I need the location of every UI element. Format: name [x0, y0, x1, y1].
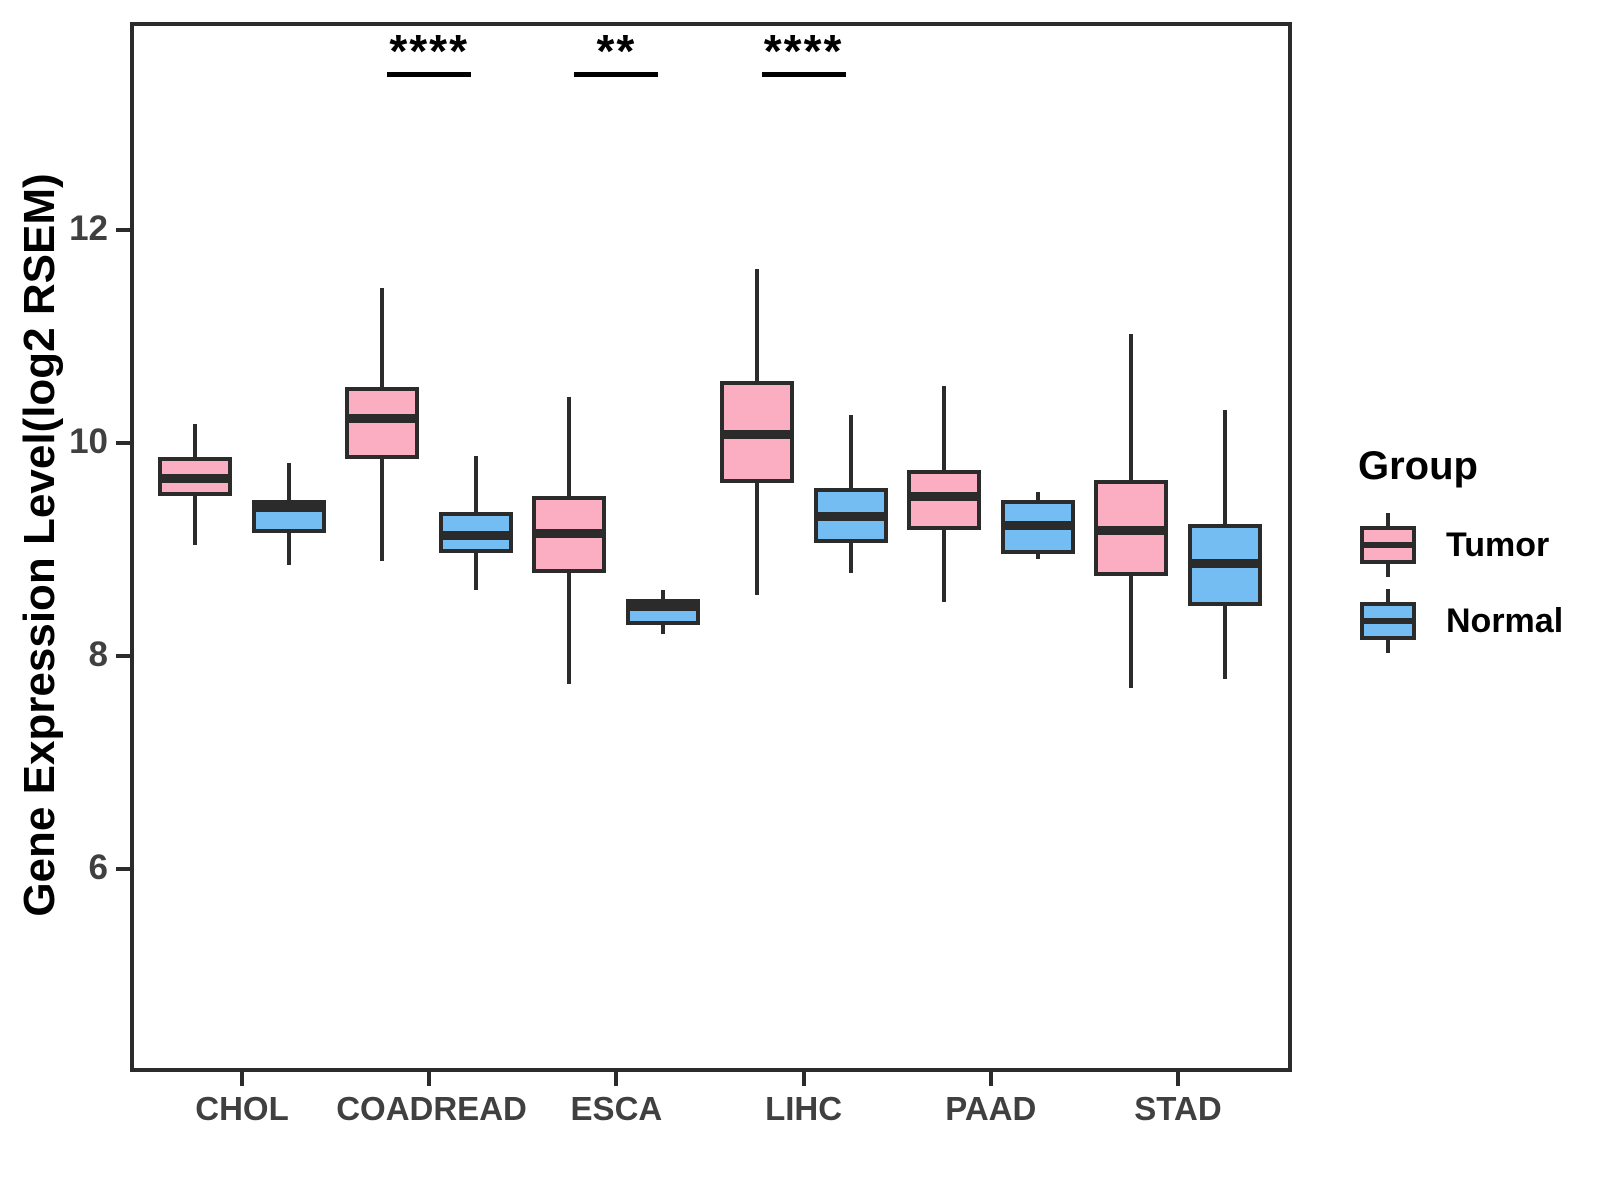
- median-normal-lihc: [813, 512, 888, 522]
- median-tumor-chol: [158, 473, 232, 483]
- significance-stars-coadread: ****: [389, 25, 469, 77]
- legend-entry-normal: Normal: [1330, 589, 1590, 653]
- significance-bar-lihc: [761, 72, 846, 77]
- legend-glyph-median: [1360, 618, 1416, 624]
- x-tick-label-lihc: LIHC: [765, 1090, 843, 1127]
- x-tick-mark: [614, 1072, 619, 1086]
- significance-stars-lihc: ****: [763, 25, 844, 77]
- y-tick-mark: [116, 227, 130, 232]
- significance-stars-esca: **: [596, 25, 637, 77]
- median-normal-coadread: [439, 531, 514, 541]
- median-tumor-stad: [1094, 525, 1168, 535]
- median-normal-esca: [626, 601, 701, 611]
- x-tick-label-chol: CHOL: [195, 1090, 289, 1127]
- x-tick-mark: [240, 1072, 244, 1086]
- x-tick-label-coadread: COADREAD: [336, 1090, 527, 1127]
- y-tick-mark: [116, 654, 130, 659]
- median-tumor-lihc: [719, 430, 794, 440]
- median-normal-paad: [1000, 520, 1075, 530]
- x-tick-label-paad: PAAD: [945, 1090, 1037, 1127]
- legend-entry-label: Normal: [1446, 601, 1564, 640]
- y-tick-label: 8: [88, 635, 108, 675]
- x-tick-label-esca: ESCA: [570, 1090, 663, 1127]
- x-tick-mark: [801, 1072, 806, 1086]
- legend-entries: Tumor Normal: [1330, 513, 1590, 653]
- y-tick-label: 6: [88, 848, 108, 888]
- median-tumor-paad: [906, 491, 981, 501]
- legend-title: Group: [1358, 444, 1478, 488]
- x-tick-label-stad: STAD: [1134, 1090, 1222, 1127]
- x-tick-mark: [988, 1072, 993, 1086]
- legend-boxplot-glyph: [1360, 589, 1416, 653]
- y-tick-mark: [116, 441, 130, 446]
- y-tick-mark: [116, 867, 130, 872]
- legend-boxplot-glyph: [1360, 513, 1416, 577]
- legend: Group Tumor Normal: [1330, 444, 1590, 665]
- legend-glyph-median: [1360, 542, 1416, 548]
- y-tick-label: 12: [69, 208, 108, 248]
- median-tumor-coadread: [345, 414, 420, 424]
- legend-entry-tumor: Tumor: [1330, 513, 1590, 577]
- y-tick-label: 10: [69, 422, 108, 462]
- median-normal-stad: [1188, 559, 1262, 569]
- median-tumor-esca: [532, 529, 607, 539]
- y-axis-title: Gene Expression Level(log2 RSEM): [15, 173, 64, 917]
- significance-bar-coadread: [387, 72, 472, 77]
- median-normal-chol: [252, 502, 326, 512]
- x-tick-mark: [1176, 1072, 1180, 1086]
- legend-entry-label: Tumor: [1446, 525, 1550, 564]
- significance-bar-esca: [574, 72, 659, 77]
- x-tick-mark: [427, 1072, 432, 1086]
